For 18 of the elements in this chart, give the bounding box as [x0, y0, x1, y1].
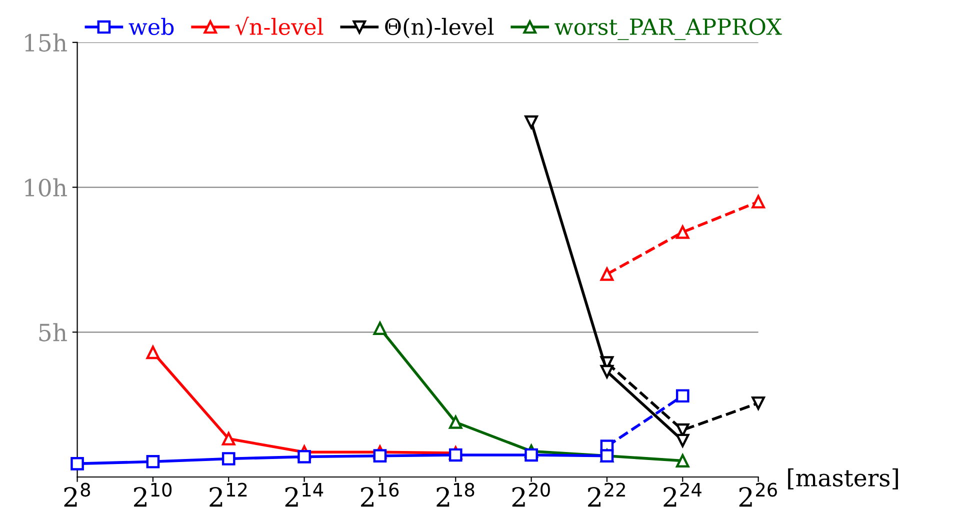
y-tick-label: 15h [25, 33, 67, 52]
legend-label: Θ(n)-level [385, 18, 494, 38]
y-tick-label: 10h [25, 178, 67, 197]
x-tick-label: 2$^{8}$ [64, 482, 90, 507]
legend-label: √n-level [235, 16, 324, 36]
y-tick-label: 5h [39, 323, 67, 342]
legend-label: worst_PAR_APPROX [554, 18, 782, 40]
x-axis-title: [masters] [788, 468, 898, 490]
x-tick-label: 2$^{12}$ [210, 482, 247, 507]
x-tick-label: 2$^{26}$ [739, 482, 777, 507]
x-tick-label: 2$^{22}$ [588, 482, 625, 507]
x-tick-label: 2$^{18}$ [436, 482, 474, 507]
x-tick-label: 2$^{24}$ [664, 482, 702, 507]
x-tick-label: 2$^{16}$ [361, 482, 399, 507]
x-tick-label: 2$^{20}$ [512, 482, 550, 507]
x-tick-label: 2$^{14}$ [285, 483, 324, 507]
legend-label: web [128, 18, 174, 36]
x-tick-label: 2$^{10}$ [134, 482, 172, 507]
